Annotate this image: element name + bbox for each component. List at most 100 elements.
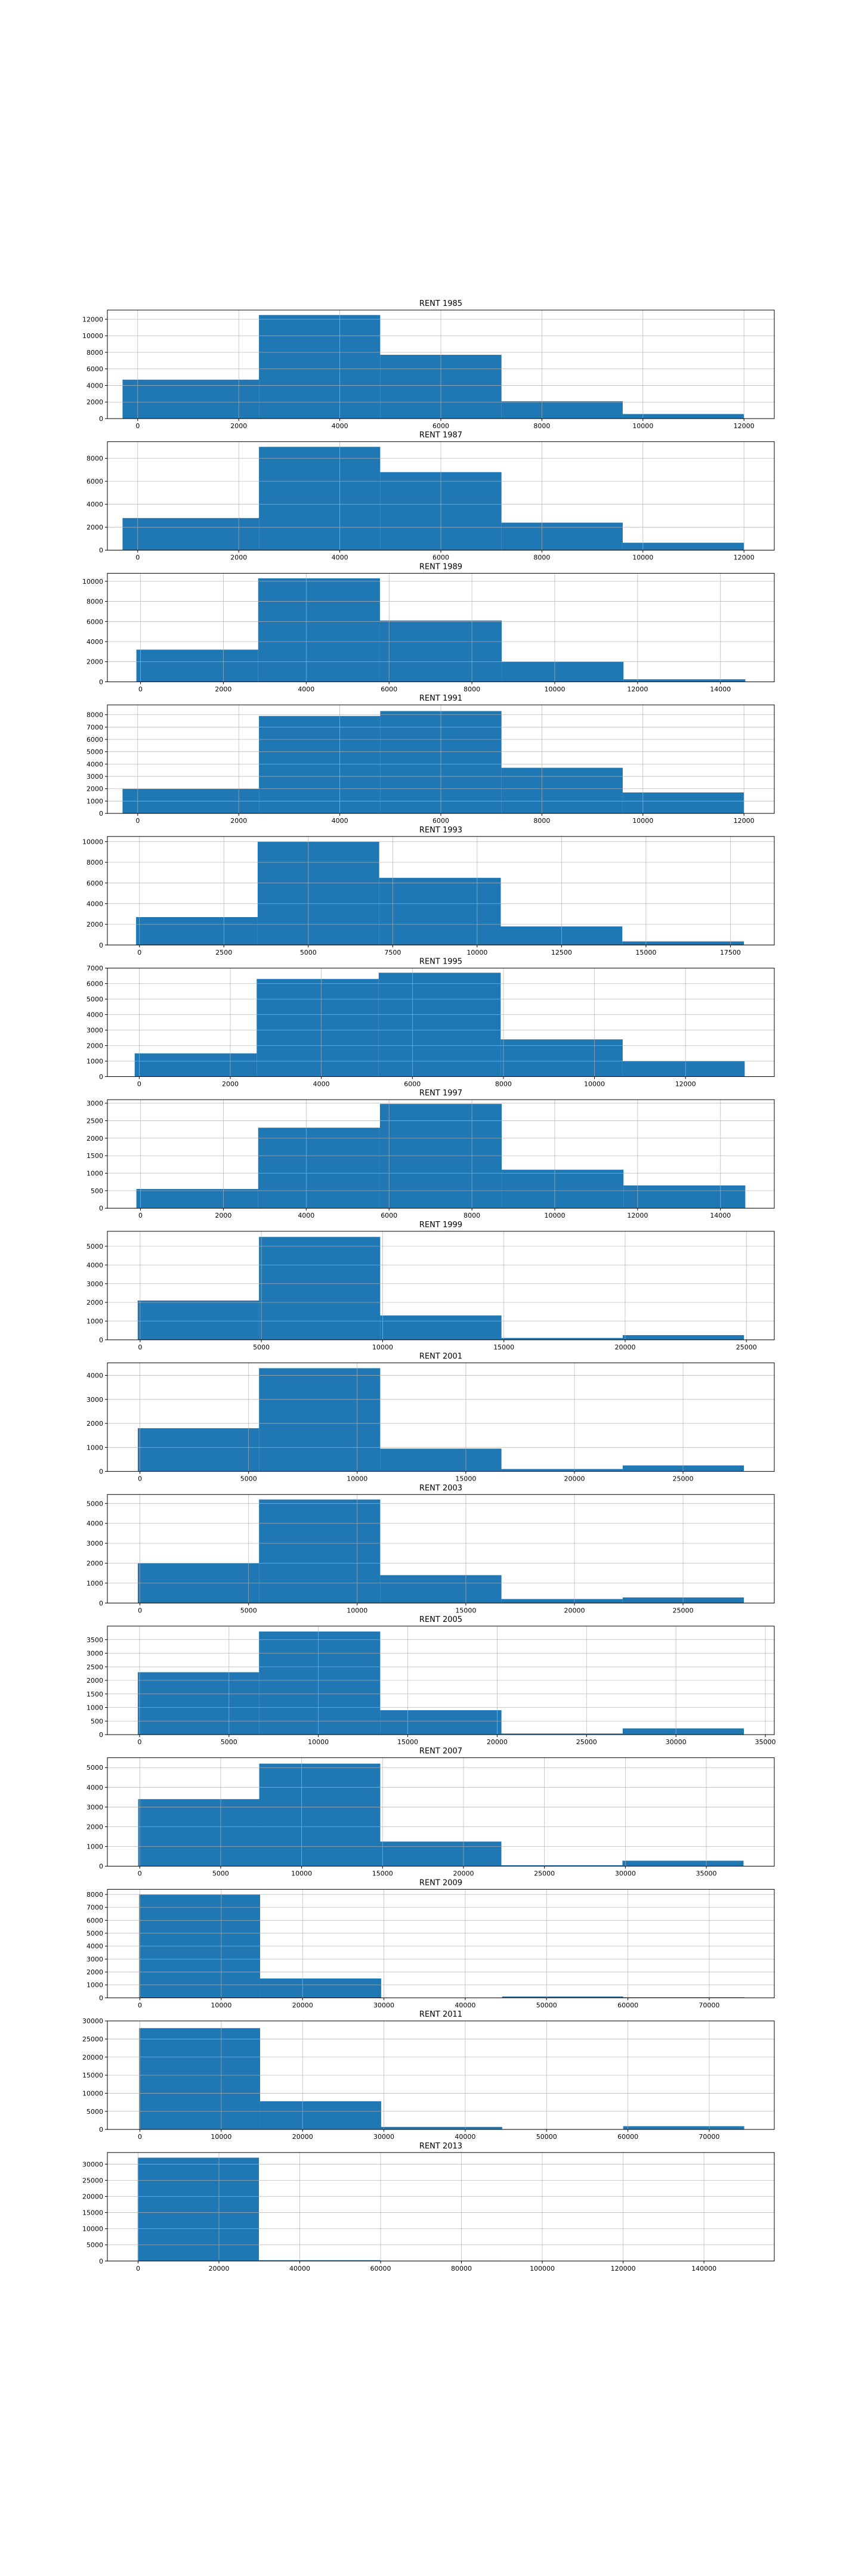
y-tick-label: 10000 — [82, 332, 103, 340]
x-tick-label: 5000 — [240, 1606, 257, 1614]
panel-title: RENT 1985 — [419, 299, 462, 308]
y-tick-label: 4000 — [86, 1261, 103, 1269]
histogram-bar — [134, 1053, 257, 1077]
histogram-bar — [137, 2157, 259, 2261]
x-tick-label: 10000 — [632, 817, 653, 825]
y-tick-label: 500 — [91, 1187, 103, 1195]
histogram-bar — [622, 941, 744, 945]
x-tick-label: 25000 — [673, 1606, 694, 1614]
y-tick-label: 5000 — [86, 996, 103, 1004]
histogram-bar — [501, 1337, 623, 1340]
y-tick-label: 3000 — [86, 1650, 103, 1658]
histogram-bar — [137, 1301, 259, 1340]
x-tick-label: 60000 — [617, 2133, 638, 2141]
x-tick-label: 4000 — [298, 685, 314, 693]
histogram-bar — [502, 1169, 624, 1209]
panel-title: RENT 1995 — [419, 958, 462, 967]
x-tick-label: 10000 — [211, 2001, 231, 2009]
y-tick-label: 3000 — [86, 1540, 103, 1547]
panel-title: RENT 1991 — [419, 694, 462, 703]
y-tick-label: 15000 — [82, 2072, 103, 2079]
y-tick-label: 30000 — [82, 2017, 103, 2025]
y-tick-label: 8000 — [86, 711, 103, 719]
x-tick-label: 4000 — [332, 817, 348, 825]
x-tick-label: 20000 — [487, 1738, 508, 1746]
y-tick-label: 8000 — [86, 1891, 103, 1899]
y-tick-label: 3500 — [86, 1636, 103, 1644]
y-tick-label: 0 — [99, 942, 103, 949]
x-tick-label: 10000 — [308, 1738, 329, 1746]
x-tick-label: 5000 — [221, 1738, 237, 1746]
y-tick-label: 1000 — [86, 1058, 103, 1066]
histogram-bar — [379, 1104, 502, 1209]
histogram-bar — [260, 1978, 381, 1998]
y-tick-label: 4000 — [86, 1784, 103, 1791]
x-tick-label: 60000 — [370, 2265, 391, 2272]
histogram-panel: RENT 1987 0 2000 4000 6000 8000 10000 12000 0 200… — [86, 431, 775, 562]
y-tick-label: 8000 — [86, 859, 103, 866]
y-tick-label: 4000 — [86, 900, 103, 908]
y-tick-label: 4000 — [86, 1011, 103, 1019]
x-tick-label: 12000 — [627, 685, 648, 693]
histogram-bar — [380, 1315, 502, 1340]
x-tick-label: 12000 — [627, 1212, 648, 1219]
x-tick-label: 30000 — [615, 1870, 636, 1878]
y-tick-label: 1000 — [86, 1169, 103, 1177]
histogram-bar — [259, 315, 381, 419]
x-tick-label: 70000 — [699, 2001, 719, 2009]
histogram-bar — [257, 841, 379, 945]
histogram-bar — [500, 1039, 623, 1077]
y-tick-label: 5000 — [86, 1243, 103, 1250]
y-tick-label: 2000 — [86, 1420, 103, 1428]
y-tick-label: 1000 — [86, 1318, 103, 1326]
y-tick-label: 2500 — [86, 1117, 103, 1125]
y-tick-label: 1500 — [86, 1152, 103, 1160]
y-tick-label: 0 — [99, 1073, 103, 1081]
histogram-bar — [378, 973, 501, 1077]
x-tick-label: 80000 — [451, 2265, 472, 2272]
x-tick-label: 20000 — [614, 1343, 635, 1351]
y-tick-label: 6000 — [86, 980, 103, 988]
y-tick-label: 2000 — [86, 1135, 103, 1143]
x-tick-label: 50000 — [536, 2001, 557, 2009]
panel-title: RENT 2007 — [419, 1747, 462, 1756]
x-tick-label: 2500 — [215, 949, 232, 956]
x-tick-label: 120000 — [611, 2265, 636, 2272]
x-tick-label: 0 — [135, 422, 140, 430]
plot-frame — [107, 1757, 775, 1867]
x-tick-label: 7500 — [384, 949, 401, 956]
y-tick-label: 0 — [99, 2126, 103, 2134]
x-tick-label: 25000 — [576, 1738, 597, 1746]
panel-title: RENT 2011 — [419, 2010, 462, 2019]
y-tick-label: 30000 — [82, 2160, 103, 2168]
x-tick-label: 12000 — [734, 422, 755, 430]
histogram-bar — [379, 620, 502, 682]
y-tick-label: 5000 — [86, 1930, 103, 1937]
x-tick-label: 2000 — [230, 554, 247, 562]
x-tick-label: 20000 — [453, 1870, 474, 1878]
x-tick-label: 35000 — [696, 1870, 717, 1878]
histogram-bar — [259, 2260, 381, 2261]
histogram-bar — [260, 2101, 381, 2130]
y-tick-label: 5000 — [86, 1500, 103, 1507]
y-tick-label: 5000 — [86, 2241, 103, 2249]
histogram-bar — [259, 1237, 381, 1340]
y-tick-label: 0 — [99, 1863, 103, 1871]
histogram-bar — [501, 401, 623, 419]
y-tick-label: 3000 — [86, 1955, 103, 1963]
x-tick-label: 25000 — [534, 1870, 555, 1878]
histogram-bar — [622, 1061, 745, 1077]
x-tick-label: 0 — [137, 949, 141, 956]
y-tick-label: 4000 — [86, 1943, 103, 1950]
x-tick-label: 2000 — [215, 1212, 231, 1219]
x-tick-label: 0 — [138, 2133, 142, 2141]
x-tick-label: 35000 — [755, 1738, 776, 1746]
histogram-bar — [138, 1799, 259, 1866]
y-tick-label: 6000 — [86, 880, 103, 887]
y-tick-label: 2000 — [86, 658, 103, 666]
histogram-bar — [622, 1335, 744, 1340]
y-tick-label: 0 — [99, 1336, 103, 1344]
histogram-bar — [501, 1599, 623, 1603]
